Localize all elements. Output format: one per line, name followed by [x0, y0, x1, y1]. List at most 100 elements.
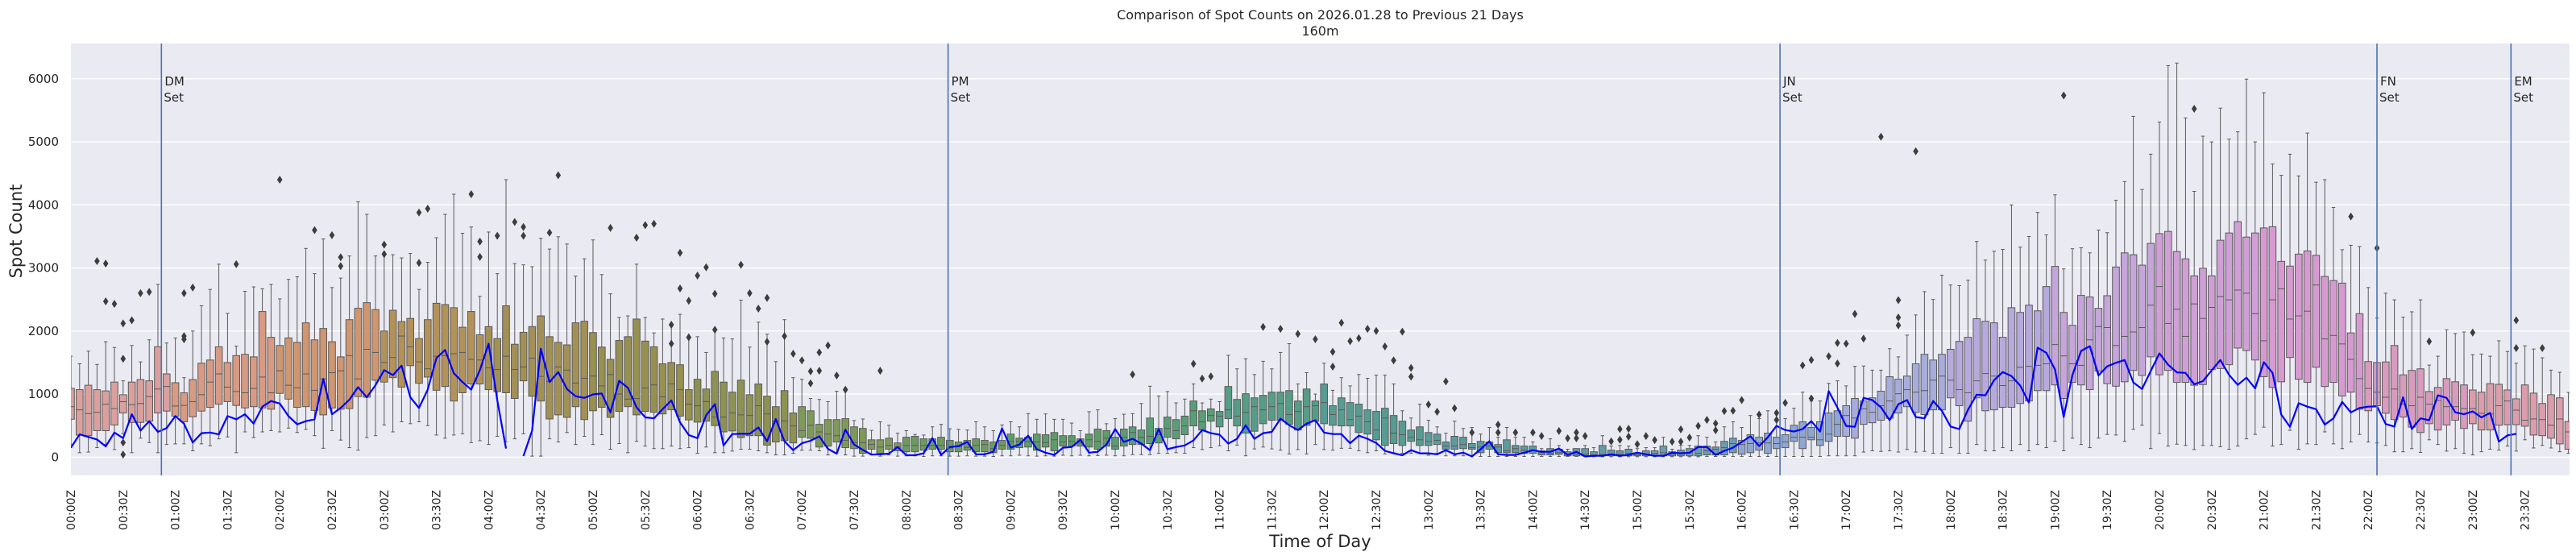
box-iqr — [649, 346, 658, 413]
outlier-point — [181, 334, 187, 343]
box-23 — [267, 284, 276, 431]
box-118 — [1093, 409, 1102, 456]
outlier-point — [233, 259, 239, 268]
box-27 — [301, 247, 310, 430]
outlier-point — [825, 341, 831, 350]
box-iqr — [1790, 425, 1798, 442]
box-29 — [319, 239, 327, 449]
box-214 — [1929, 299, 1937, 454]
outlier-point — [181, 288, 187, 297]
box-49 — [493, 273, 502, 437]
outlier-point — [1199, 374, 1205, 383]
box-iqr — [528, 326, 537, 397]
box-iqr — [1720, 441, 1728, 456]
box-81 — [772, 361, 780, 456]
outlier-point — [521, 222, 526, 231]
box-283 — [2529, 348, 2538, 449]
box-iqr — [1911, 363, 1920, 413]
outlier-point — [1373, 326, 1379, 335]
box-220 — [1981, 259, 1989, 451]
x-tick-label: 21:30Z — [2310, 490, 2323, 530]
box-iqr — [424, 319, 432, 378]
outlier-point — [1391, 356, 1396, 365]
box-iqr — [728, 392, 736, 432]
box-iqr — [2216, 239, 2225, 369]
box-245 — [2199, 135, 2207, 446]
box-57 — [562, 243, 571, 433]
outlier-point — [94, 256, 100, 265]
x-axis-label: Time of Day — [1269, 532, 1371, 551]
marker-label-line2: Set — [2513, 90, 2533, 105]
box-260 — [2329, 206, 2337, 445]
box-iqr — [2416, 368, 2425, 433]
box-277 — [2477, 353, 2486, 453]
box-58 — [571, 276, 580, 446]
outlier-point — [764, 338, 770, 346]
box-iqr — [276, 345, 284, 394]
box-92 — [867, 429, 876, 456]
box-iqr — [1512, 445, 1520, 454]
box-iqr — [154, 346, 162, 414]
outlier-point — [1425, 400, 1432, 409]
box-228 — [2051, 194, 2060, 442]
box-113 — [1050, 418, 1059, 457]
outlier-point — [668, 320, 674, 329]
box-iqr — [1320, 384, 1329, 425]
box-iqr — [388, 309, 397, 379]
box-iqr — [2364, 361, 2372, 412]
box-54 — [537, 238, 545, 457]
box-iqr — [2068, 325, 2076, 384]
box-285 — [2547, 369, 2555, 449]
outlier-point — [1625, 432, 1632, 441]
box-iqr — [2390, 345, 2399, 421]
box-iqr — [1920, 354, 1929, 415]
box-205 — [1851, 366, 1859, 457]
box-284 — [2538, 357, 2546, 446]
box-243 — [2181, 117, 2190, 446]
outlier-point — [738, 260, 744, 269]
outlier-point — [1469, 428, 1475, 437]
outlier-point — [677, 248, 683, 257]
x-tick-label: 20:00Z — [2154, 490, 2167, 530]
outlier-point — [764, 293, 770, 302]
box-218 — [1964, 280, 1972, 454]
box-iqr — [2486, 383, 2495, 431]
box-112 — [1041, 413, 1050, 457]
box-133 — [1224, 355, 1233, 451]
outlier-point — [1652, 436, 1657, 445]
box-165 — [1503, 427, 1511, 458]
box-153 — [1398, 410, 1407, 454]
box-iqr — [2477, 392, 2486, 431]
outlier-point — [1277, 325, 1284, 334]
box-iqr — [189, 379, 197, 417]
box-iqr — [736, 380, 745, 438]
box-62 — [606, 293, 615, 450]
box-126 — [1164, 391, 1172, 454]
box-200 — [1807, 400, 1815, 458]
outlier-point — [1826, 352, 1831, 361]
box-167 — [1520, 437, 1529, 458]
box-109 — [1015, 426, 1024, 456]
box-270 — [2416, 299, 2425, 453]
box-iqr — [76, 389, 84, 436]
box-7 — [127, 345, 136, 454]
outlier-point — [1669, 438, 1675, 446]
x-tick-label: 20:30Z — [2206, 490, 2219, 530]
outlier-point — [677, 284, 683, 292]
box-77 — [736, 299, 745, 450]
box-iqr — [241, 354, 249, 409]
box-iqr — [267, 337, 276, 410]
x-tick-label: 22:00Z — [2362, 490, 2375, 530]
x-tick-label: 02:00Z — [274, 490, 287, 530]
box-iqr — [1824, 413, 1833, 442]
box-iqr — [789, 413, 798, 444]
box-iqr — [624, 336, 633, 408]
x-tick-label: 00:30Z — [118, 490, 131, 530]
box-iqr — [1372, 411, 1380, 441]
outlier-point — [1443, 377, 1449, 386]
outlier-point — [1730, 406, 1736, 415]
box-iqr — [1242, 393, 1250, 434]
y-tick-label: 0 — [51, 450, 59, 464]
box-204 — [1842, 385, 1850, 457]
box-154 — [1407, 417, 1416, 454]
